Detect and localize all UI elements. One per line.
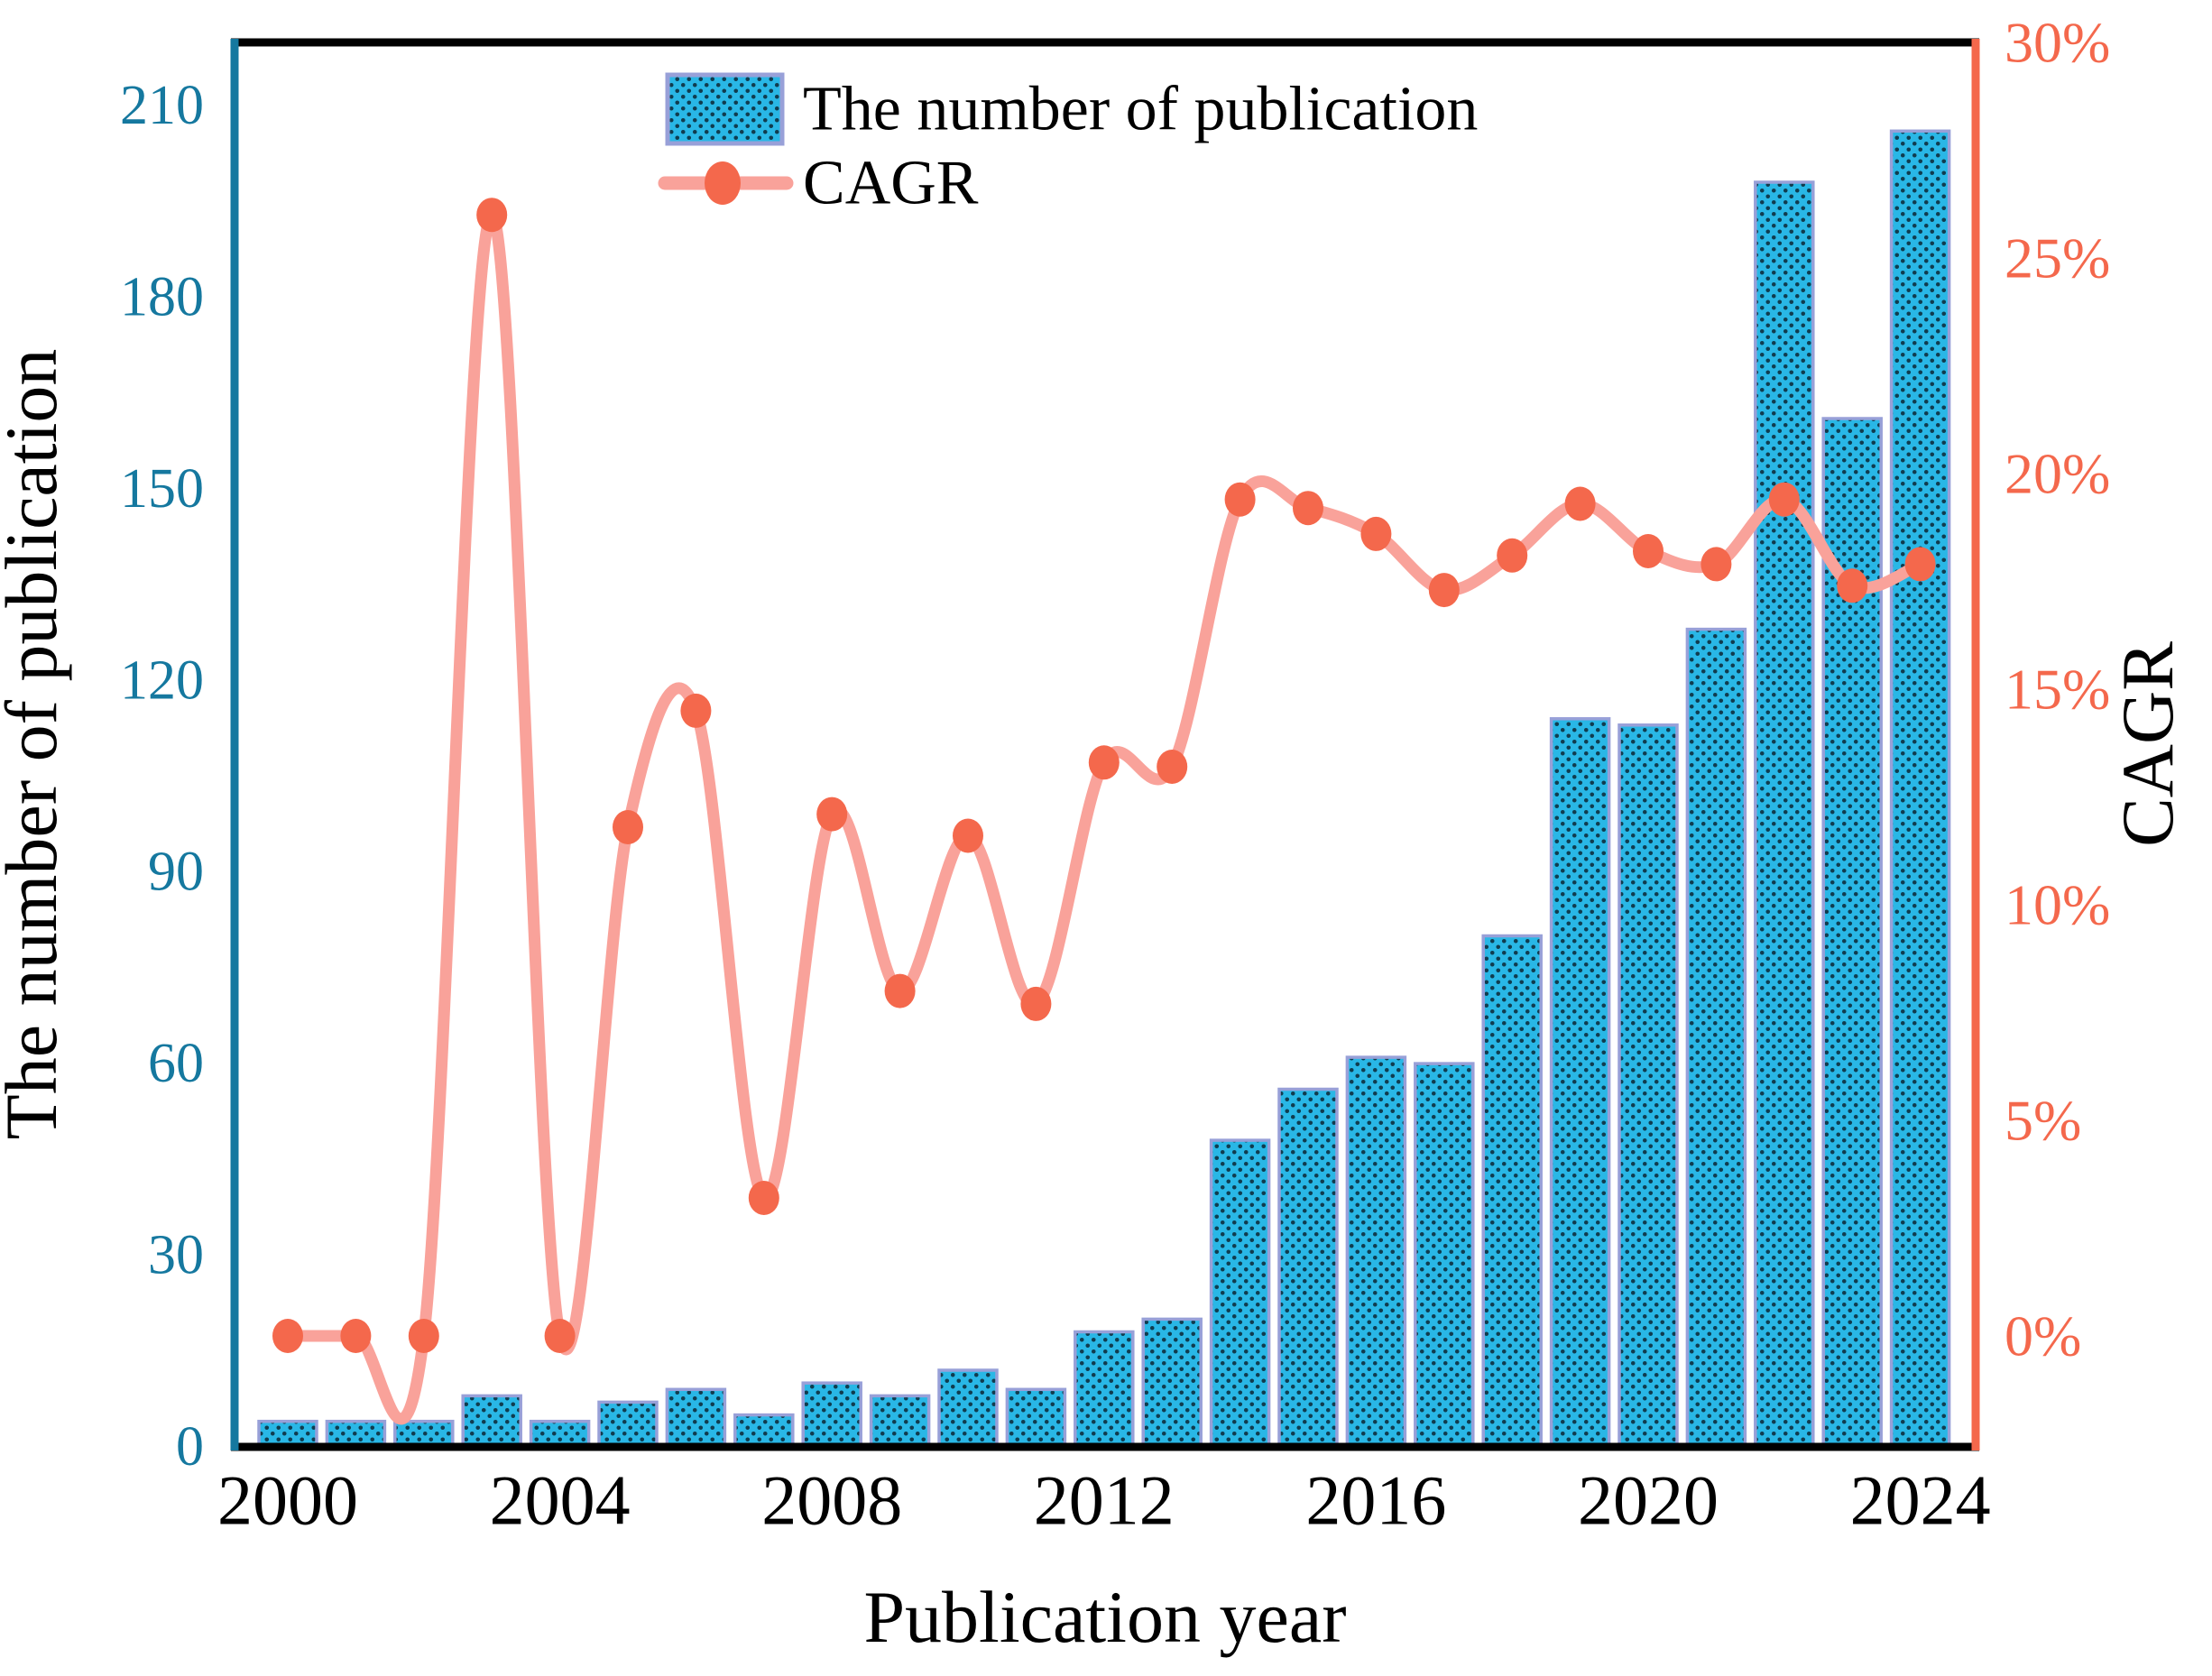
bar-2003 xyxy=(461,1394,522,1449)
cagr-point-2001 xyxy=(340,1319,372,1353)
legend-marker-icon xyxy=(705,161,741,205)
bar-2013 xyxy=(1141,1317,1203,1449)
left-y-axis-title: The number of publication xyxy=(0,349,72,1140)
bar-2020 xyxy=(1618,723,1679,1449)
right-axis-tick-labels: 0% 5% 10% 15% 20% 25% 30% xyxy=(2005,11,2110,1368)
left-tick-label-30: 30 xyxy=(148,1225,204,1286)
bar-2022 xyxy=(1754,180,1815,1449)
right-tick-label-20: 20% xyxy=(2005,442,2110,506)
bar-2021 xyxy=(1685,627,1747,1449)
right-tick-label-0: 0% xyxy=(2005,1304,2081,1368)
legend-label-cagr: CAGR xyxy=(803,149,979,218)
bar-2018 xyxy=(1481,934,1543,1449)
cagr-point-2004 xyxy=(544,1319,576,1353)
cagr-point-2020 xyxy=(1633,534,1664,568)
right-tick-label-15: 15% xyxy=(2005,658,2110,722)
bar-2006 xyxy=(665,1387,727,1449)
left-tick-label-60: 60 xyxy=(148,1033,204,1094)
cagr-point-2014 xyxy=(1224,482,1256,517)
right-y-axis-title: CAGR xyxy=(2106,641,2189,847)
right-tick-label-25: 25% xyxy=(2005,226,2110,290)
bar-2009 xyxy=(869,1394,931,1449)
bar-2004 xyxy=(529,1419,591,1449)
publication-bars-series xyxy=(257,129,1951,1449)
left-tick-label-210: 210 xyxy=(120,75,204,136)
x-tick-label-2020: 2020 xyxy=(1578,1461,1719,1540)
bar-2011 xyxy=(1005,1387,1067,1449)
cagr-point-2013 xyxy=(1157,750,1188,784)
axes-frame xyxy=(230,38,1980,1451)
left-tick-label-120: 120 xyxy=(120,649,204,711)
legend-label-publications: The number of publication xyxy=(803,75,1478,144)
x-axis-title: Publication year xyxy=(863,1576,1346,1658)
x-tick-label-2004: 2004 xyxy=(490,1461,631,1540)
cagr-point-2016 xyxy=(1360,516,1392,551)
bar-2005 xyxy=(597,1400,659,1449)
bar-2014 xyxy=(1209,1138,1271,1449)
bar-2008 xyxy=(801,1381,862,1449)
cagr-point-2007 xyxy=(748,1181,779,1215)
cagr-point-2022 xyxy=(1768,482,1800,517)
cagr-point-2011 xyxy=(1020,986,1052,1021)
cagr-point-2002 xyxy=(408,1319,439,1353)
x-tick-label-2000: 2000 xyxy=(217,1461,358,1540)
cagr-point-2023 xyxy=(1837,568,1868,603)
cagr-point-2017 xyxy=(1428,573,1460,608)
bar-2012 xyxy=(1074,1330,1135,1449)
cagr-markers xyxy=(272,198,1936,1353)
cagr-point-2010 xyxy=(953,818,983,853)
left-tick-label-150: 150 xyxy=(120,458,204,520)
right-tick-label-10: 10% xyxy=(2005,873,2110,937)
bar-2019 xyxy=(1549,717,1611,1449)
bar-2007 xyxy=(733,1413,795,1449)
cagr-point-2021 xyxy=(1700,547,1732,582)
right-tick-label-30: 30% xyxy=(2005,11,2110,75)
left-tick-label-90: 90 xyxy=(148,842,204,903)
x-tick-label-2008: 2008 xyxy=(761,1461,902,1540)
right-tick-label-5: 5% xyxy=(2005,1089,2081,1153)
bar-2010 xyxy=(937,1368,999,1449)
legend: The number of publication CAGR xyxy=(658,72,1478,218)
bar-2024 xyxy=(1889,129,1951,1449)
cagr-point-2006 xyxy=(680,693,712,728)
x-tick-label-2012: 2012 xyxy=(1034,1461,1175,1540)
left-tick-label-180: 180 xyxy=(120,266,204,327)
bar-2016 xyxy=(1345,1055,1407,1449)
x-tick-label-2024: 2024 xyxy=(1850,1461,1991,1540)
cagr-point-2003 xyxy=(476,198,508,233)
cagr-point-2018 xyxy=(1497,538,1528,573)
bar-2015 xyxy=(1277,1087,1339,1449)
cagr-point-2024 xyxy=(1904,547,1936,582)
left-tick-label-0: 0 xyxy=(176,1416,204,1478)
legend-bar-swatch xyxy=(665,72,785,146)
cagr-point-2012 xyxy=(1088,745,1120,780)
bar-2017 xyxy=(1414,1062,1475,1449)
x-tick-label-2016: 2016 xyxy=(1305,1461,1446,1540)
cagr-point-2009 xyxy=(884,973,916,1008)
cagr-point-2000 xyxy=(272,1319,303,1353)
cagr-point-2019 xyxy=(1564,486,1596,521)
x-axis-tick-labels: 2000 2004 2008 2012 2016 2020 2024 xyxy=(217,1461,1991,1540)
cagr-point-2008 xyxy=(816,797,848,832)
left-axis-tick-labels: 0 30 60 90 120 150 180 210 xyxy=(120,75,204,1478)
cagr-point-2005 xyxy=(613,810,643,844)
cagr-point-2015 xyxy=(1293,491,1323,526)
